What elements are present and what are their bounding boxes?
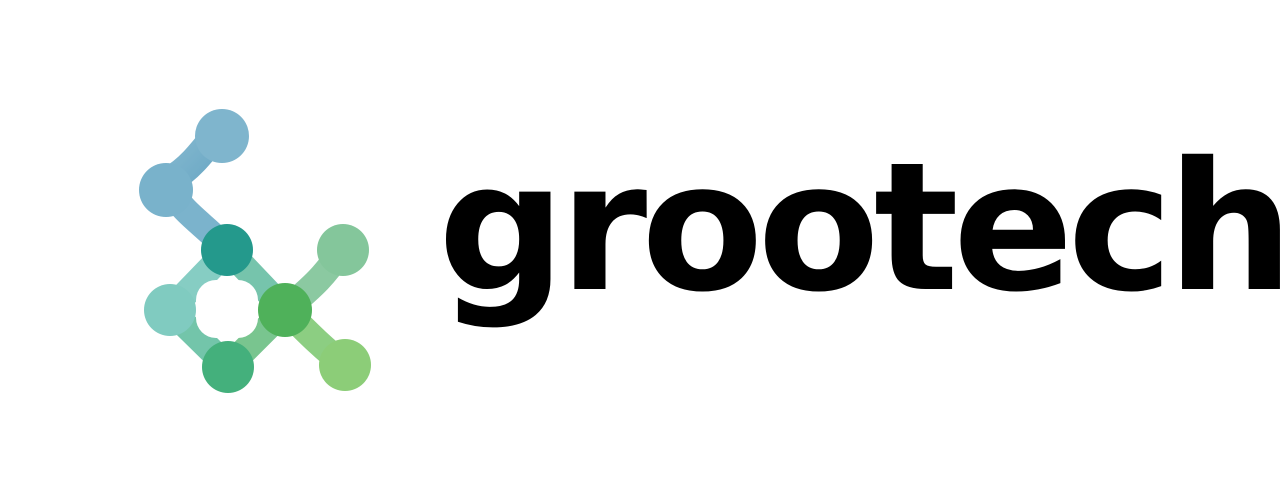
logo-node-bottom-right [319, 339, 371, 391]
molecule-network-icon [139, 109, 371, 393]
logo-nodes [144, 224, 371, 393]
logo-node-center [258, 283, 312, 337]
logo-node-top [201, 224, 253, 276]
logo-ring-hole [196, 280, 258, 338]
logo-node-bottom [202, 341, 254, 393]
logo-node-top-right [317, 224, 369, 276]
logo-node-left [144, 284, 196, 336]
brand-wordmark: grootech [438, 124, 1280, 331]
